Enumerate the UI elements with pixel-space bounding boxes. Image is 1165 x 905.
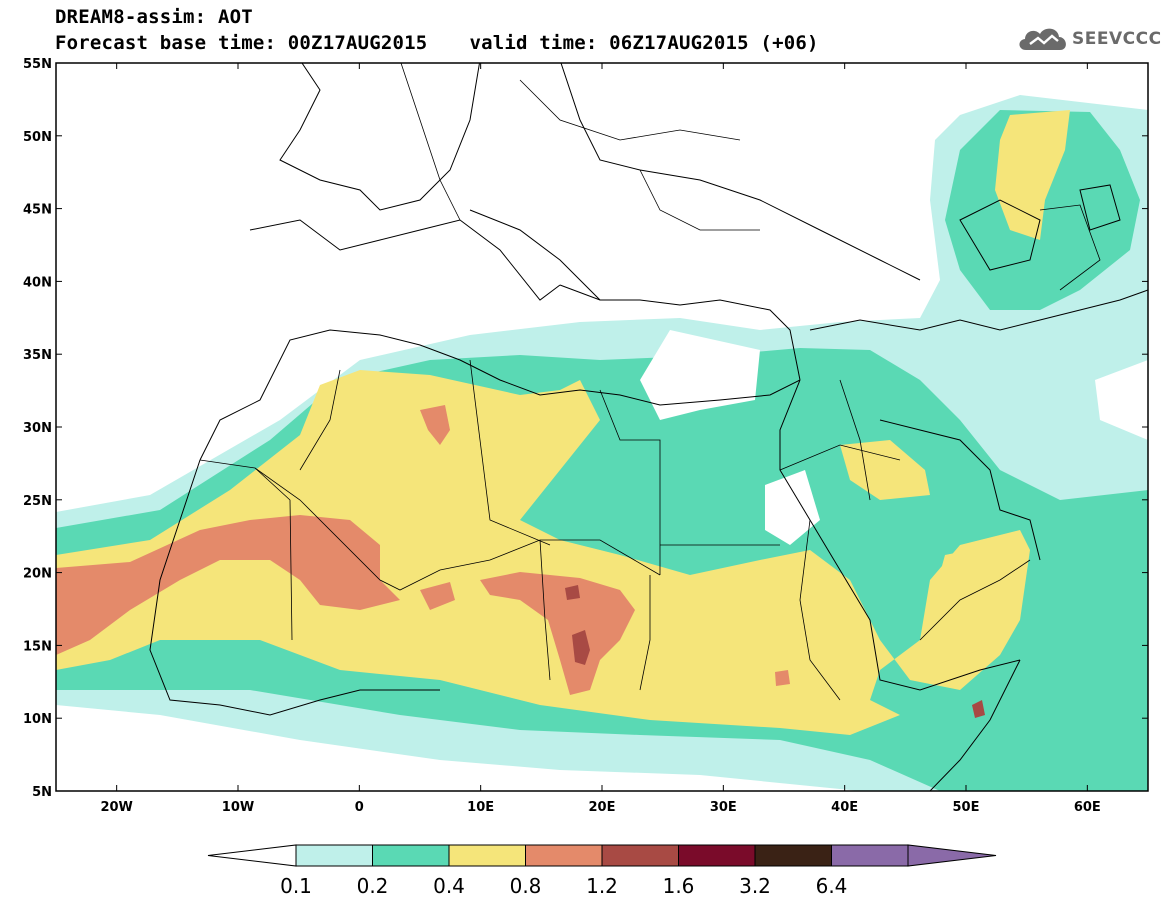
colorbar-segment xyxy=(525,844,603,867)
lat-label: 45N xyxy=(23,203,52,218)
lat-label: 20N xyxy=(23,567,52,582)
aot-band-0.8 xyxy=(56,405,790,695)
colorbar-segment xyxy=(678,844,756,867)
lon-label: 0 xyxy=(355,800,364,815)
colorbar-segment xyxy=(295,844,373,867)
lat-label: 5N xyxy=(32,785,52,800)
longitude-axis: 20W 10W 0 10E 20E 30E 40E 50E 60E xyxy=(100,63,1101,815)
lon-label: 50E xyxy=(953,800,980,815)
cloud-icon xyxy=(1019,28,1066,50)
aot-clear-areas xyxy=(640,330,1148,545)
colorbar-segment xyxy=(754,844,832,867)
map-title: DREAM8-assim: AOT xyxy=(55,6,253,28)
colorbar-label: 0.1 xyxy=(280,874,312,898)
colorbar-label: 1.2 xyxy=(586,874,618,898)
lat-label: 40N xyxy=(23,275,52,290)
colorbar-label: 0.8 xyxy=(510,874,542,898)
colorbar-segment xyxy=(448,844,526,867)
colorbar-label: 0.4 xyxy=(433,874,465,898)
aot-band-1.2 xyxy=(565,585,985,718)
time-info: Forecast base time: 00Z17AUG2015 valid ti… xyxy=(55,32,819,54)
coastlines xyxy=(149,63,1148,791)
lon-label: 30E xyxy=(710,800,737,815)
colorbar-segment xyxy=(601,844,679,867)
seevccc-logo: SEEVCCC xyxy=(1016,22,1161,56)
lon-label: 10E xyxy=(467,800,494,815)
colorbar-low-arrow xyxy=(207,844,297,867)
lat-label: 35N xyxy=(23,348,52,363)
lat-label: 25N xyxy=(23,494,52,509)
base-time: Forecast base time: 00Z17AUG2015 xyxy=(55,32,428,54)
lat-label: 55N xyxy=(23,57,52,72)
colorbar-high-arrow xyxy=(907,844,997,867)
aot-field xyxy=(56,63,1148,791)
colorbar-label: 3.2 xyxy=(739,874,771,898)
lat-label: 50N xyxy=(23,130,52,145)
latitude-axis: 55N 50N 45N 40N 35N 30N 25N 20N 15N 10N 5N xyxy=(23,57,1148,800)
lat-label: 30N xyxy=(23,421,52,436)
colorbar-label: 0.2 xyxy=(357,874,389,898)
lat-label: 15N xyxy=(23,639,52,654)
lon-label: 10W xyxy=(222,800,254,815)
colorbar: 0.1 0.2 0.4 0.8 1.2 1.6 3.2 6.4 xyxy=(207,844,997,898)
lon-label: 20E xyxy=(589,800,616,815)
lon-label: 20W xyxy=(100,800,132,815)
colorbar-segment xyxy=(831,844,909,867)
country-borders xyxy=(199,63,1101,701)
colorbar-label: 1.6 xyxy=(663,874,695,898)
colorbar-segment xyxy=(372,844,450,867)
lat-label: 10N xyxy=(23,712,52,727)
logo-text: SEEVCCC xyxy=(1072,29,1162,49)
valid-time: valid time: 06Z17AUG2015 (+06) xyxy=(469,32,819,54)
lon-label: 40E xyxy=(831,800,858,815)
lon-label: 60E xyxy=(1074,800,1101,815)
colorbar-label: 6.4 xyxy=(816,874,848,898)
